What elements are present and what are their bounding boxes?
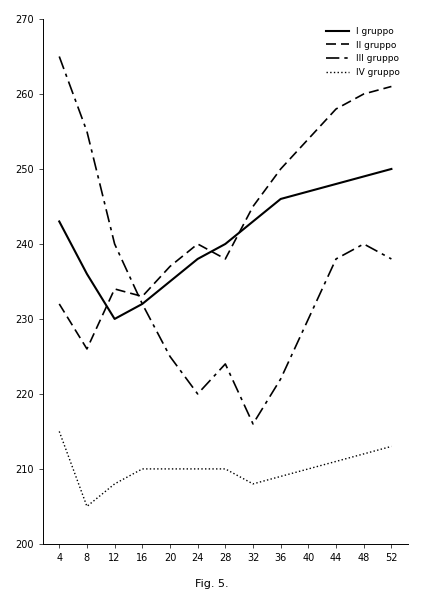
Legend: I gruppo, II gruppo, III gruppo, IV gruppo: I gruppo, II gruppo, III gruppo, IV grup… [323,23,404,80]
Text: Fig. 5.: Fig. 5. [195,579,228,589]
